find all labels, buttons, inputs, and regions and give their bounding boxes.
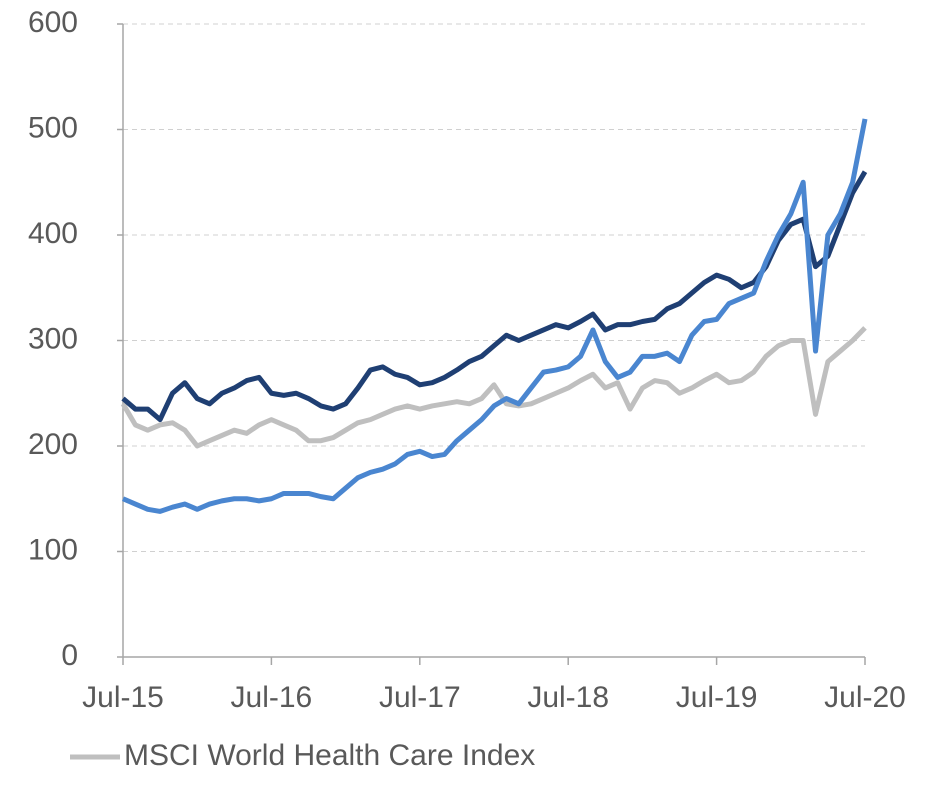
series-line (121, 170, 868, 423)
legend-label: MSCI World Health Care Index (124, 739, 535, 772)
y-tick-label: 600 (28, 6, 78, 39)
x-tick-label: Jul-17 (379, 681, 461, 714)
x-tick-label: Jul-15 (82, 681, 164, 714)
series-line (120, 326, 867, 449)
series-line (122, 118, 868, 514)
x-tick-label: Jul-18 (527, 681, 609, 714)
y-tick-label: 200 (28, 428, 78, 461)
y-tick-label: 500 (28, 111, 78, 144)
y-tick-label: 400 (28, 217, 78, 250)
x-tick-label: Jul-16 (231, 681, 313, 714)
y-tick-label: 0 (61, 639, 78, 672)
x-tick-label: Jul-19 (676, 681, 758, 714)
x-tick-label: Jul-20 (824, 681, 906, 714)
y-tick-label: 100 (28, 533, 78, 566)
y-tick-label: 300 (28, 322, 78, 355)
